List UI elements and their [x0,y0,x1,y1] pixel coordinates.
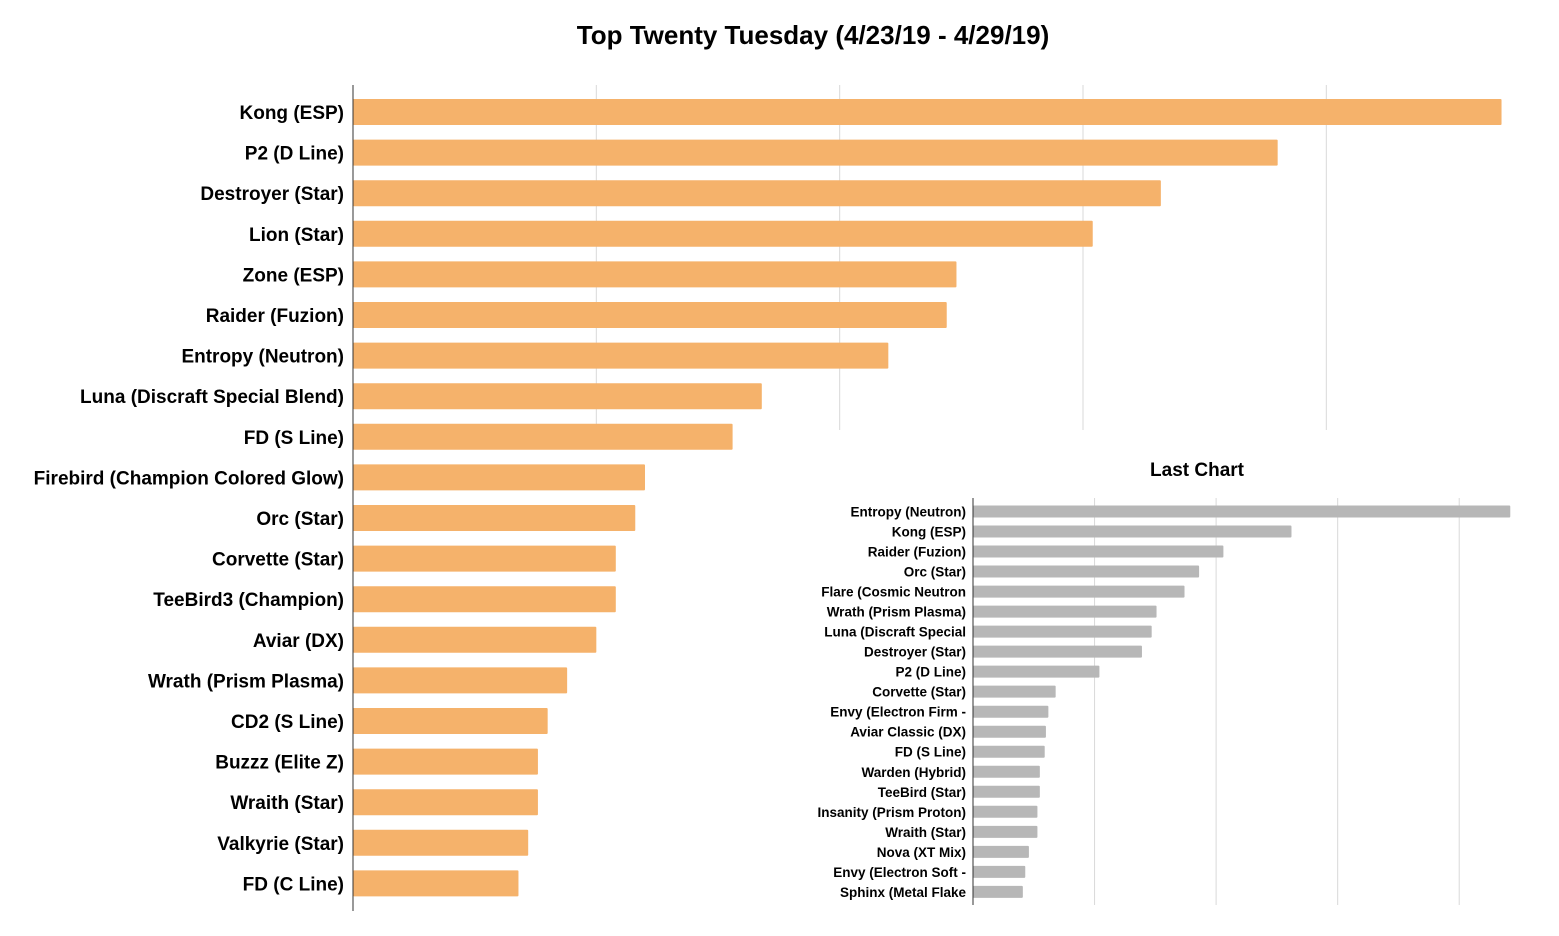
main-category-label: Firebird (Champion Colored Glow) [34,468,344,489]
main-bar-raider-fuzion [353,302,947,328]
inset-bar-sphinx-metal-flake [973,885,1023,898]
main-category-label: Corvette (Star) [212,550,344,571]
main-category-label: Wraith (Star) [230,793,344,814]
main-category-label: Orc (Star) [256,509,344,530]
inset-category-labels: Entropy (Neutron) Kong (ESP) Raider (Fuzio… [817,505,966,900]
last-chart-inset: Last Chart Entropy (Neutron) Kong (ESP) Ra… [817,460,1511,905]
main-bar-wrath-prism-plasma [353,667,568,694]
main-gridlines [595,85,1327,430]
main-bar-teebird3-champion [353,586,616,613]
main-bar-orc-star [353,505,636,531]
main-bar-cd2-s-line [353,708,548,734]
inset-category-label: Envy (Electron Soft - [833,865,966,880]
main-bar-luna-discraft-special-blend [353,383,762,410]
main-chart-title: Top Twenty Tuesday (4/23/19 - 4/29/19) [577,20,1050,50]
main-bar-firebird-champion-colored-glow [353,464,645,491]
main-category-label: Wrath (Prism Plasma) [148,671,344,692]
inset-bar-entropy-neutron [973,505,1511,518]
inset-category-label: Corvette (Star) [872,685,966,700]
inset-bar-flare-cosmic-neutron [973,585,1185,598]
inset-bar-envy-electron-firm [973,705,1049,718]
main-bars [353,99,1502,897]
main-bar-aviar-dx [353,626,597,653]
main-category-label: P2 (D Line) [245,144,344,165]
inset-category-label: TeeBird (Star) [878,785,966,800]
inset-category-label: Wrath (Prism Plasma) [827,605,966,620]
main-bar-corvette-star [353,545,616,572]
inset-category-label: Aviar Classic (DX) [850,725,966,740]
inset-bar-wrath-prism-plasma [973,605,1157,618]
main-category-label: Zone (ESP) [243,265,344,286]
main-category-label: TeeBird3 (Champion) [153,590,344,611]
inset-category-label: Entropy (Neutron) [851,505,967,520]
inset-category-label: Destroyer (Star) [864,645,966,660]
main-category-label: Entropy (Neutron) [181,347,344,368]
main-bar-chart: Top Twenty Tuesday (4/23/19 - 4/29/19) K… [34,20,1502,911]
inset-bar-p2-d-line [973,665,1100,678]
inset-category-label: Warden (Hybrid) [862,765,967,780]
inset-bars [973,505,1511,898]
inset-category-label: Nova (XT Mix) [877,845,966,860]
main-category-label: Luna (Discraft Special Blend) [80,387,344,408]
inset-bar-wraith-star [973,825,1038,838]
inset-category-label: Orc (Star) [904,565,966,580]
inset-category-label: Kong (ESP) [892,525,966,540]
main-category-label: FD (S Line) [244,428,344,449]
main-bar-fd-c-line [353,870,519,897]
main-category-labels: Kong (ESP) P2 (D Line) Destroyer (Star) Lio… [34,103,344,895]
inset-category-label: FD (S Line) [895,745,966,760]
main-bar-entropy-neutron [353,342,889,369]
inset-bar-warden-hybrid [973,765,1040,778]
main-bar-p2-d-line [353,139,1278,166]
inset-category-label: Envy (Electron Firm - [830,705,966,720]
main-bar-zone-esp [353,261,957,288]
inset-bar-corvette-star [973,685,1056,698]
main-category-label: Raider (Fuzion) [206,306,344,327]
main-bar-lion-star [353,220,1093,247]
inset-bar-orc-star [973,565,1200,578]
inset-bar-fd-s-line [973,745,1045,758]
main-bar-destroyer-star [353,180,1161,207]
main-bar-kong-esp [353,99,1502,125]
inset-category-label: Insanity (Prism Proton) [817,805,966,820]
last-chart-title: Last Chart [1150,460,1245,481]
main-category-label: Lion (Star) [249,225,344,246]
main-category-label: Kong (ESP) [240,103,345,124]
inset-bar-envy-electron-soft [973,865,1026,878]
inset-category-label: P2 (D Line) [895,665,966,680]
inset-bar-nova-xt-mix [973,845,1029,858]
main-category-label: CD2 (S Line) [231,712,344,733]
inset-bar-aviar-classic-dx [973,725,1046,738]
main-category-label: Destroyer (Star) [200,184,344,205]
main-bar-valkyrie-star [353,829,529,856]
inset-bar-destroyer-star [973,645,1142,658]
main-bar-fd-s-line [353,423,733,450]
inset-bar-raider-fuzion [973,545,1224,558]
main-category-label: FD (C Line) [243,874,344,895]
inset-bar-luna-discraft-special [973,625,1152,638]
main-category-label: Buzzz (Elite Z) [215,753,344,774]
inset-bar-kong-esp [973,525,1292,538]
main-bar-wraith-star [353,789,538,816]
inset-category-label: Raider (Fuzion) [868,545,966,560]
main-category-label: Aviar (DX) [253,631,344,652]
inset-bar-teebird-star [973,785,1040,798]
inset-category-label: Sphinx (Metal Flake [840,885,967,900]
inset-category-label: Wraith (Star) [885,825,966,840]
inset-bar-insanity-prism-proton [973,805,1038,818]
main-bar-buzzz-elite-z [353,748,538,775]
inset-category-label: Flare (Cosmic Neutron [821,585,966,600]
inset-gridlines [1094,498,1460,905]
main-category-label: Valkyrie (Star) [217,834,344,855]
inset-category-label: Luna (Discraft Special [824,625,966,640]
